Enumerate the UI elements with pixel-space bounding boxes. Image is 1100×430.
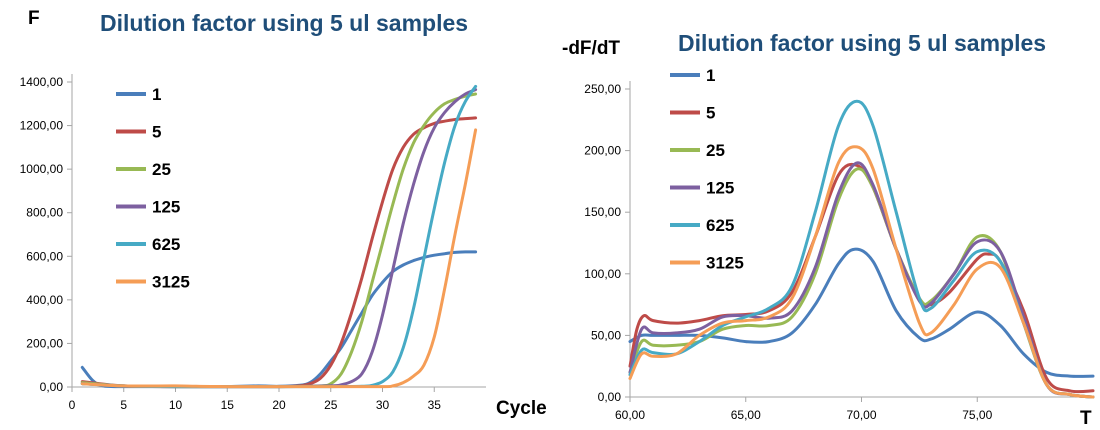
- y-tick-label: 600,00: [26, 249, 63, 263]
- y-tick-label: 0,00: [598, 390, 622, 404]
- y-axis-label: -dF/dT: [562, 38, 621, 59]
- legend-label-5: 5: [152, 123, 161, 142]
- series-line-25: [628, 167, 1095, 399]
- y-tick-label: 1000,00: [20, 162, 64, 176]
- x-axis-label: T: [1080, 408, 1092, 429]
- x-tick-label: 70,00: [846, 408, 876, 422]
- series-line-25: [80, 92, 478, 389]
- x-tick-label: 75,00: [962, 408, 992, 422]
- series-line-1: [80, 250, 478, 389]
- x-tick-label: 35: [428, 398, 442, 412]
- y-tick-label: 150,00: [584, 205, 621, 219]
- x-tick-label: 60,00: [615, 408, 645, 422]
- series-line-3125: [80, 128, 478, 389]
- legend-label-125: 125: [706, 179, 734, 198]
- series-line-5: [628, 162, 1095, 394]
- y-tick-label: 0,00: [40, 380, 64, 394]
- y-tick-label: 1200,00: [20, 119, 64, 133]
- legend-label-3125: 3125: [706, 254, 744, 273]
- chart-title: Dilution factor using 5 ul samples: [678, 30, 1047, 56]
- legend-label-25: 25: [706, 141, 725, 160]
- x-axis-label: Cycle: [496, 398, 547, 419]
- series-line-625: [628, 99, 1095, 399]
- y-tick-label: 250,00: [584, 82, 621, 96]
- x-tick-label: 5: [120, 398, 127, 412]
- series-line-5: [80, 116, 478, 389]
- x-tick-label: 30: [376, 398, 390, 412]
- y-tick-label: 1400,00: [20, 75, 64, 89]
- x-tick-label: 15: [221, 398, 235, 412]
- x-tick-label: 0: [69, 398, 76, 412]
- series-line-1: [628, 247, 1095, 378]
- y-axis-label: F: [28, 8, 40, 29]
- chart-panel-melt: 0,00 50,00 100,00 150,00 200,00 250,00 60,00 65…: [550, 0, 1100, 430]
- legend-label-3125: 3125: [152, 273, 190, 292]
- x-tick-label: 65,00: [731, 408, 761, 422]
- chart-melt-svg: 0,00 50,00 100,00 150,00 200,00 250,00 60,00 65…: [584, 66, 1095, 422]
- y-tick-label: 50,00: [591, 328, 621, 342]
- legend-label-125: 125: [152, 198, 180, 217]
- y-tick-label: 100,00: [584, 267, 621, 281]
- chart-panel-cycle: 0,00 200,00 400,00 600,00 800,00 1000,00 1200,…: [20, 8, 547, 419]
- x-tick-label: 25: [324, 398, 338, 412]
- y-tick-label: 200,00: [26, 336, 63, 350]
- series-line-3125: [628, 145, 1095, 399]
- legend-label-25: 25: [152, 160, 171, 179]
- y-tick-label: 800,00: [26, 206, 63, 220]
- y-tick-label: 400,00: [26, 293, 63, 307]
- legend-label-1: 1: [152, 85, 161, 104]
- y-tick-label: 200,00: [584, 144, 621, 158]
- chart-cycle-svg: 0,00 200,00 400,00 600,00 800,00 1000,00 1200,…: [20, 74, 486, 412]
- x-tick-label: 10: [169, 398, 183, 412]
- chart-title: Dilution factor using 5 ul samples: [100, 10, 469, 36]
- legend-label-625: 625: [152, 235, 180, 254]
- legend-label-1: 1: [706, 66, 715, 85]
- x-tick-label: 20: [272, 398, 286, 412]
- series-line-125: [628, 161, 1095, 399]
- legend-label-625: 625: [706, 216, 734, 235]
- legend-label-5: 5: [706, 104, 715, 123]
